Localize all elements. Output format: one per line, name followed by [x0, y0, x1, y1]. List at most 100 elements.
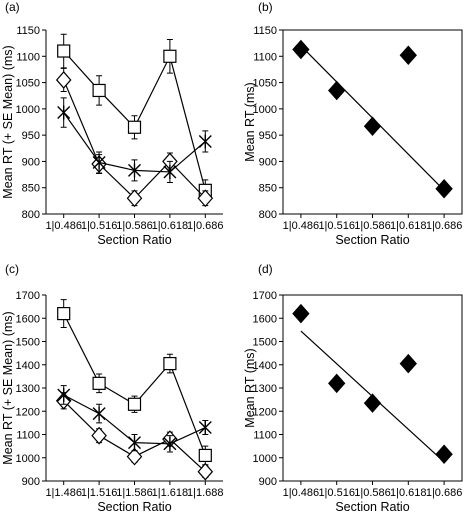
y-tick-label: 1400 — [16, 360, 40, 372]
data-point-filled-diamond — [292, 303, 310, 324]
y-tick-label: 900 — [259, 476, 277, 488]
y-tick-label: 1100 — [253, 430, 277, 442]
y-tick-label: 1700 — [16, 290, 40, 302]
data-point-asterisk — [198, 420, 212, 435]
y-tick-label: 1200 — [16, 406, 40, 418]
x-tick-label: 1|0.486 — [283, 487, 320, 499]
x-tick-label: 1|0.618 — [390, 220, 427, 232]
x-tick-label: 1|0.486 — [283, 220, 320, 232]
data-point-asterisk — [198, 134, 212, 149]
data-point-square — [163, 49, 177, 63]
y-tick-label: 1100 — [253, 51, 277, 63]
panel-label: (b) — [258, 0, 273, 14]
x-tick-label: 1|0.516 — [318, 487, 355, 499]
y-axis-title: Mean RT (ms) — [243, 82, 257, 161]
y-tick-label: 1150 — [253, 25, 277, 37]
y-tick-label: 1300 — [253, 383, 277, 395]
y-tick-label: 800 — [22, 209, 40, 221]
y-axis-title: Mean RT (+ SE Mean) (ms) — [1, 45, 15, 198]
panel-label: (c) — [5, 262, 19, 276]
y-tick-label: 1150 — [16, 25, 40, 37]
y-axis-title: Mean RT (ms) — [243, 348, 257, 427]
data-point-diamond — [126, 447, 143, 466]
data-point-diamond — [197, 462, 214, 481]
y-tick-label: 1100 — [16, 430, 40, 442]
x-tick-label: 1|1.486 — [45, 487, 82, 499]
data-point-asterisk — [92, 406, 106, 421]
data-point-filled-diamond — [435, 444, 453, 465]
data-point-filled-diamond — [435, 179, 453, 199]
x-tick-label: 1|0.586 — [116, 220, 153, 232]
x-tick-label: 1|1.688 — [187, 487, 224, 499]
y-axis-title: Mean RT (+ SE Mean) (ms) — [1, 311, 15, 464]
data-point-filled-diamond — [399, 45, 417, 65]
data-point-filled-diamond — [363, 116, 382, 136]
x-tick-label: 1|0.516 — [318, 220, 355, 232]
y-tick-label: 1400 — [253, 360, 277, 372]
y-tick-label: 1600 — [16, 313, 40, 325]
data-point-square — [163, 356, 177, 371]
data-point-filled-diamond — [363, 393, 382, 413]
x-tick-label: 1|1.586 — [116, 487, 153, 499]
y-tick-label: 1050 — [253, 78, 277, 90]
data-point-filled-diamond — [399, 353, 417, 374]
data-point-filled-diamond — [328, 373, 346, 394]
y-tick-label: 1500 — [16, 337, 40, 349]
data-point-asterisk — [92, 155, 106, 170]
y-tick-label: 900 — [22, 476, 40, 488]
y-tick-label: 950 — [259, 130, 277, 142]
data-point-asterisk — [163, 436, 177, 451]
x-tick-label: 1|1.618 — [152, 487, 189, 499]
panel-label: (d) — [258, 262, 273, 276]
y-tick-label: 1600 — [253, 313, 277, 325]
data-point-asterisk — [57, 387, 71, 402]
data-point-square — [198, 448, 212, 463]
y-tick-label: 1000 — [16, 453, 40, 465]
data-point-diamond — [55, 71, 72, 89]
x-axis-title: Section Ratio — [335, 233, 409, 247]
data-point-asterisk — [163, 164, 177, 179]
data-point-diamond — [91, 426, 107, 445]
y-tick-label: 1000 — [253, 453, 277, 465]
y-tick-label: 1700 — [253, 290, 277, 302]
data-point-asterisk — [128, 435, 141, 450]
data-point-diamond — [126, 189, 143, 208]
y-tick-label: 1300 — [16, 383, 40, 395]
data-point-square — [127, 397, 142, 411]
x-axis-title: Section Ratio — [97, 500, 171, 514]
data-point-square — [92, 376, 106, 390]
chart-panel-1: 80085090095010001050110011501|0.4861|0.5… — [1, 0, 224, 247]
y-tick-label: 1000 — [16, 104, 40, 116]
data-point-filled-diamond — [292, 39, 310, 60]
data-point-diamond — [197, 189, 214, 208]
x-tick-label: 1|1.516 — [81, 487, 118, 499]
chart-panel-4: 900 1000 1100 1200 1300 1400 1500 1600 1700 1|0.4… — [243, 262, 463, 514]
x-axis-title: Section Ratio — [335, 500, 409, 514]
x-tick-label: 1|0.586 — [354, 487, 391, 499]
panel-label: (a) — [5, 0, 20, 14]
y-tick-label: 1500 — [253, 337, 277, 349]
x-axis-title: Section Ratio — [97, 233, 171, 247]
data-point-square — [127, 120, 142, 134]
x-tick-label: 1|0.686 — [187, 220, 224, 232]
x-tick-label: 1|0.686 — [426, 487, 463, 499]
x-tick-label: 1|0.516 — [81, 220, 118, 232]
data-point-square — [92, 83, 106, 98]
y-tick-label: 1000 — [253, 104, 277, 116]
y-tick-label: 950 — [22, 130, 40, 142]
data-point-asterisk — [128, 163, 141, 178]
y-tick-label: 1200 — [253, 406, 277, 418]
data-point-square — [57, 307, 71, 321]
y-tick-label: 1100 — [16, 51, 40, 63]
y-tick-label: 900 — [259, 156, 277, 168]
data-point-asterisk — [57, 105, 71, 120]
x-tick-label: 1|0.686 — [426, 220, 463, 232]
y-tick-label: 850 — [22, 183, 40, 195]
x-tick-label: 1|0.618 — [152, 220, 189, 232]
data-point-square — [57, 44, 71, 58]
y-tick-label: 900 — [22, 156, 40, 168]
y-tick-label: 1050 — [16, 78, 40, 90]
y-tick-label: 850 — [259, 183, 277, 195]
